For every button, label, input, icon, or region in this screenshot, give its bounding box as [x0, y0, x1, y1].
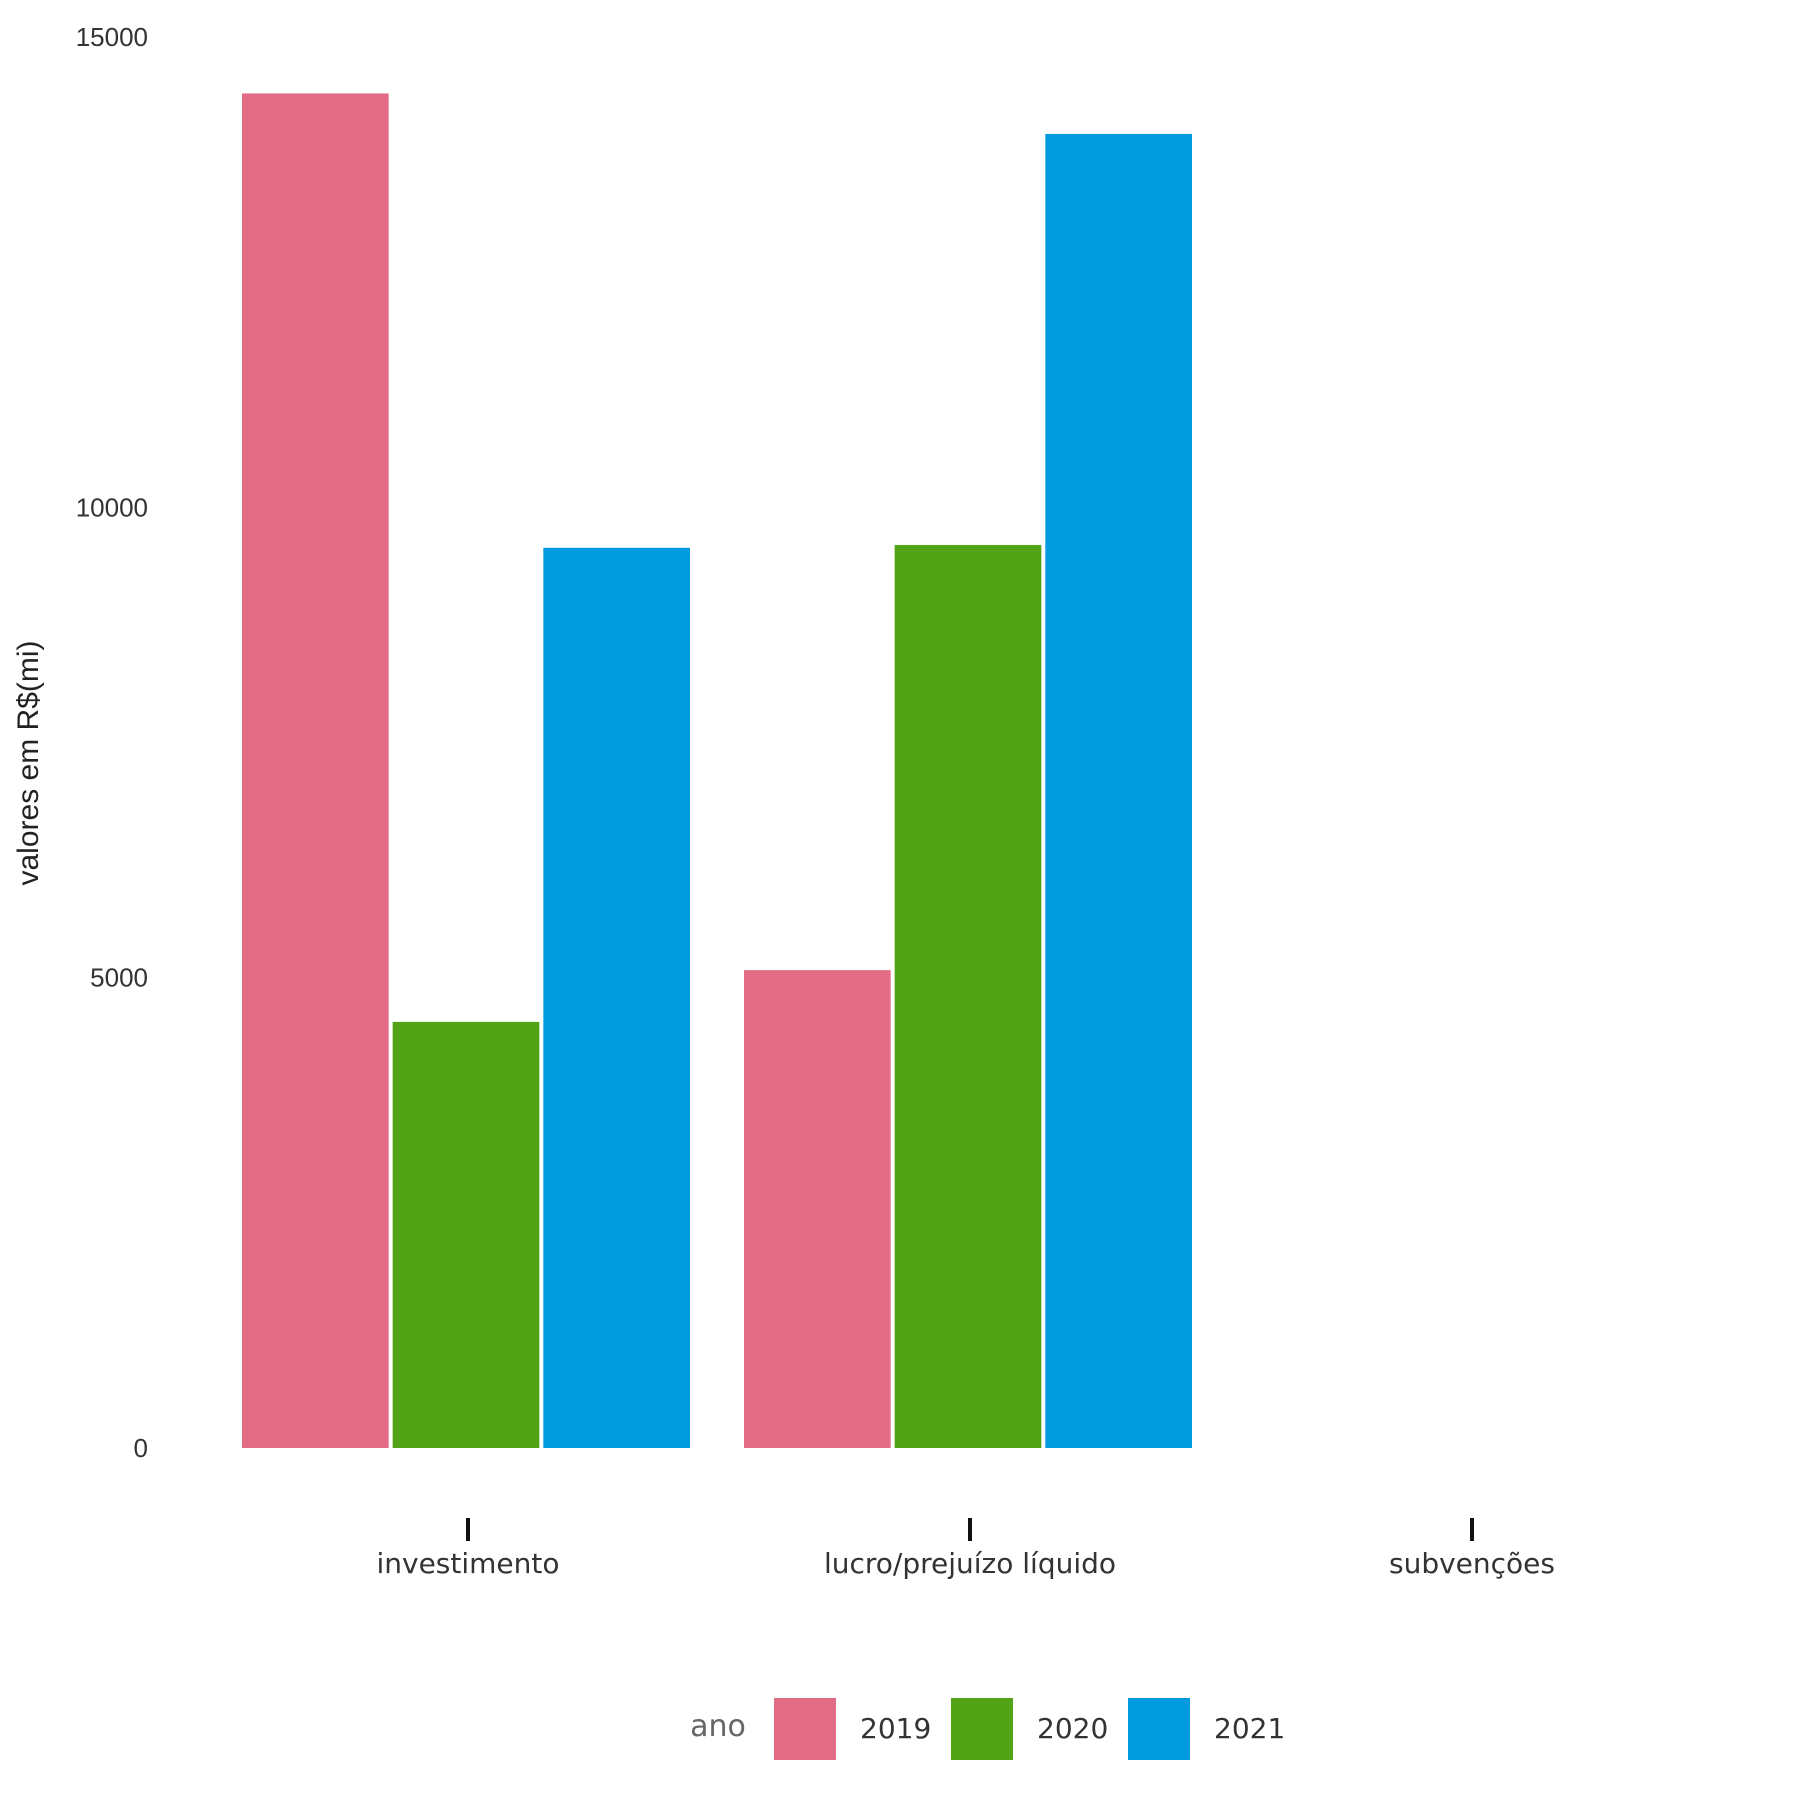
legend-label-2020: 2020: [1037, 1712, 1108, 1745]
y-tick-label: 5000: [90, 963, 148, 993]
x-tick-label: subvenções: [1389, 1547, 1555, 1580]
bar-2019-2: [744, 970, 891, 1448]
y-tick-label: 10000: [76, 492, 148, 522]
y-tick-label: 0: [134, 1433, 148, 1463]
legend-label-2021: 2021: [1214, 1712, 1285, 1745]
y-axis-title: valores em R$(mi): [12, 640, 45, 885]
bar-2020-1: [392, 1021, 540, 1448]
bar-2020-2: [894, 544, 1042, 1448]
legend-label-2019: 2019: [860, 1712, 931, 1745]
x-tick-label: investimento: [376, 1547, 559, 1580]
y-tick-label: 15000: [76, 22, 148, 52]
bars: [242, 93, 1192, 1449]
bar-2021-1: [543, 547, 690, 1448]
x-tick-label: lucro/prejuízo líquido: [824, 1547, 1116, 1580]
legend-title: ano: [690, 1709, 746, 1744]
bar-2021-2: [1045, 133, 1192, 1448]
bar-2019-1: [242, 93, 389, 1449]
legend-swatch-2020: [951, 1698, 1013, 1760]
legend: ano 2019 2020 2021: [690, 1698, 1285, 1760]
y-axis: 0 5000 10000 15000: [76, 22, 148, 1463]
x-axis: investimento lucro/prejuízo líquido subven…: [376, 1518, 1555, 1580]
legend-swatch-2021: [1128, 1698, 1190, 1760]
legend-swatch-2019: [774, 1698, 836, 1760]
